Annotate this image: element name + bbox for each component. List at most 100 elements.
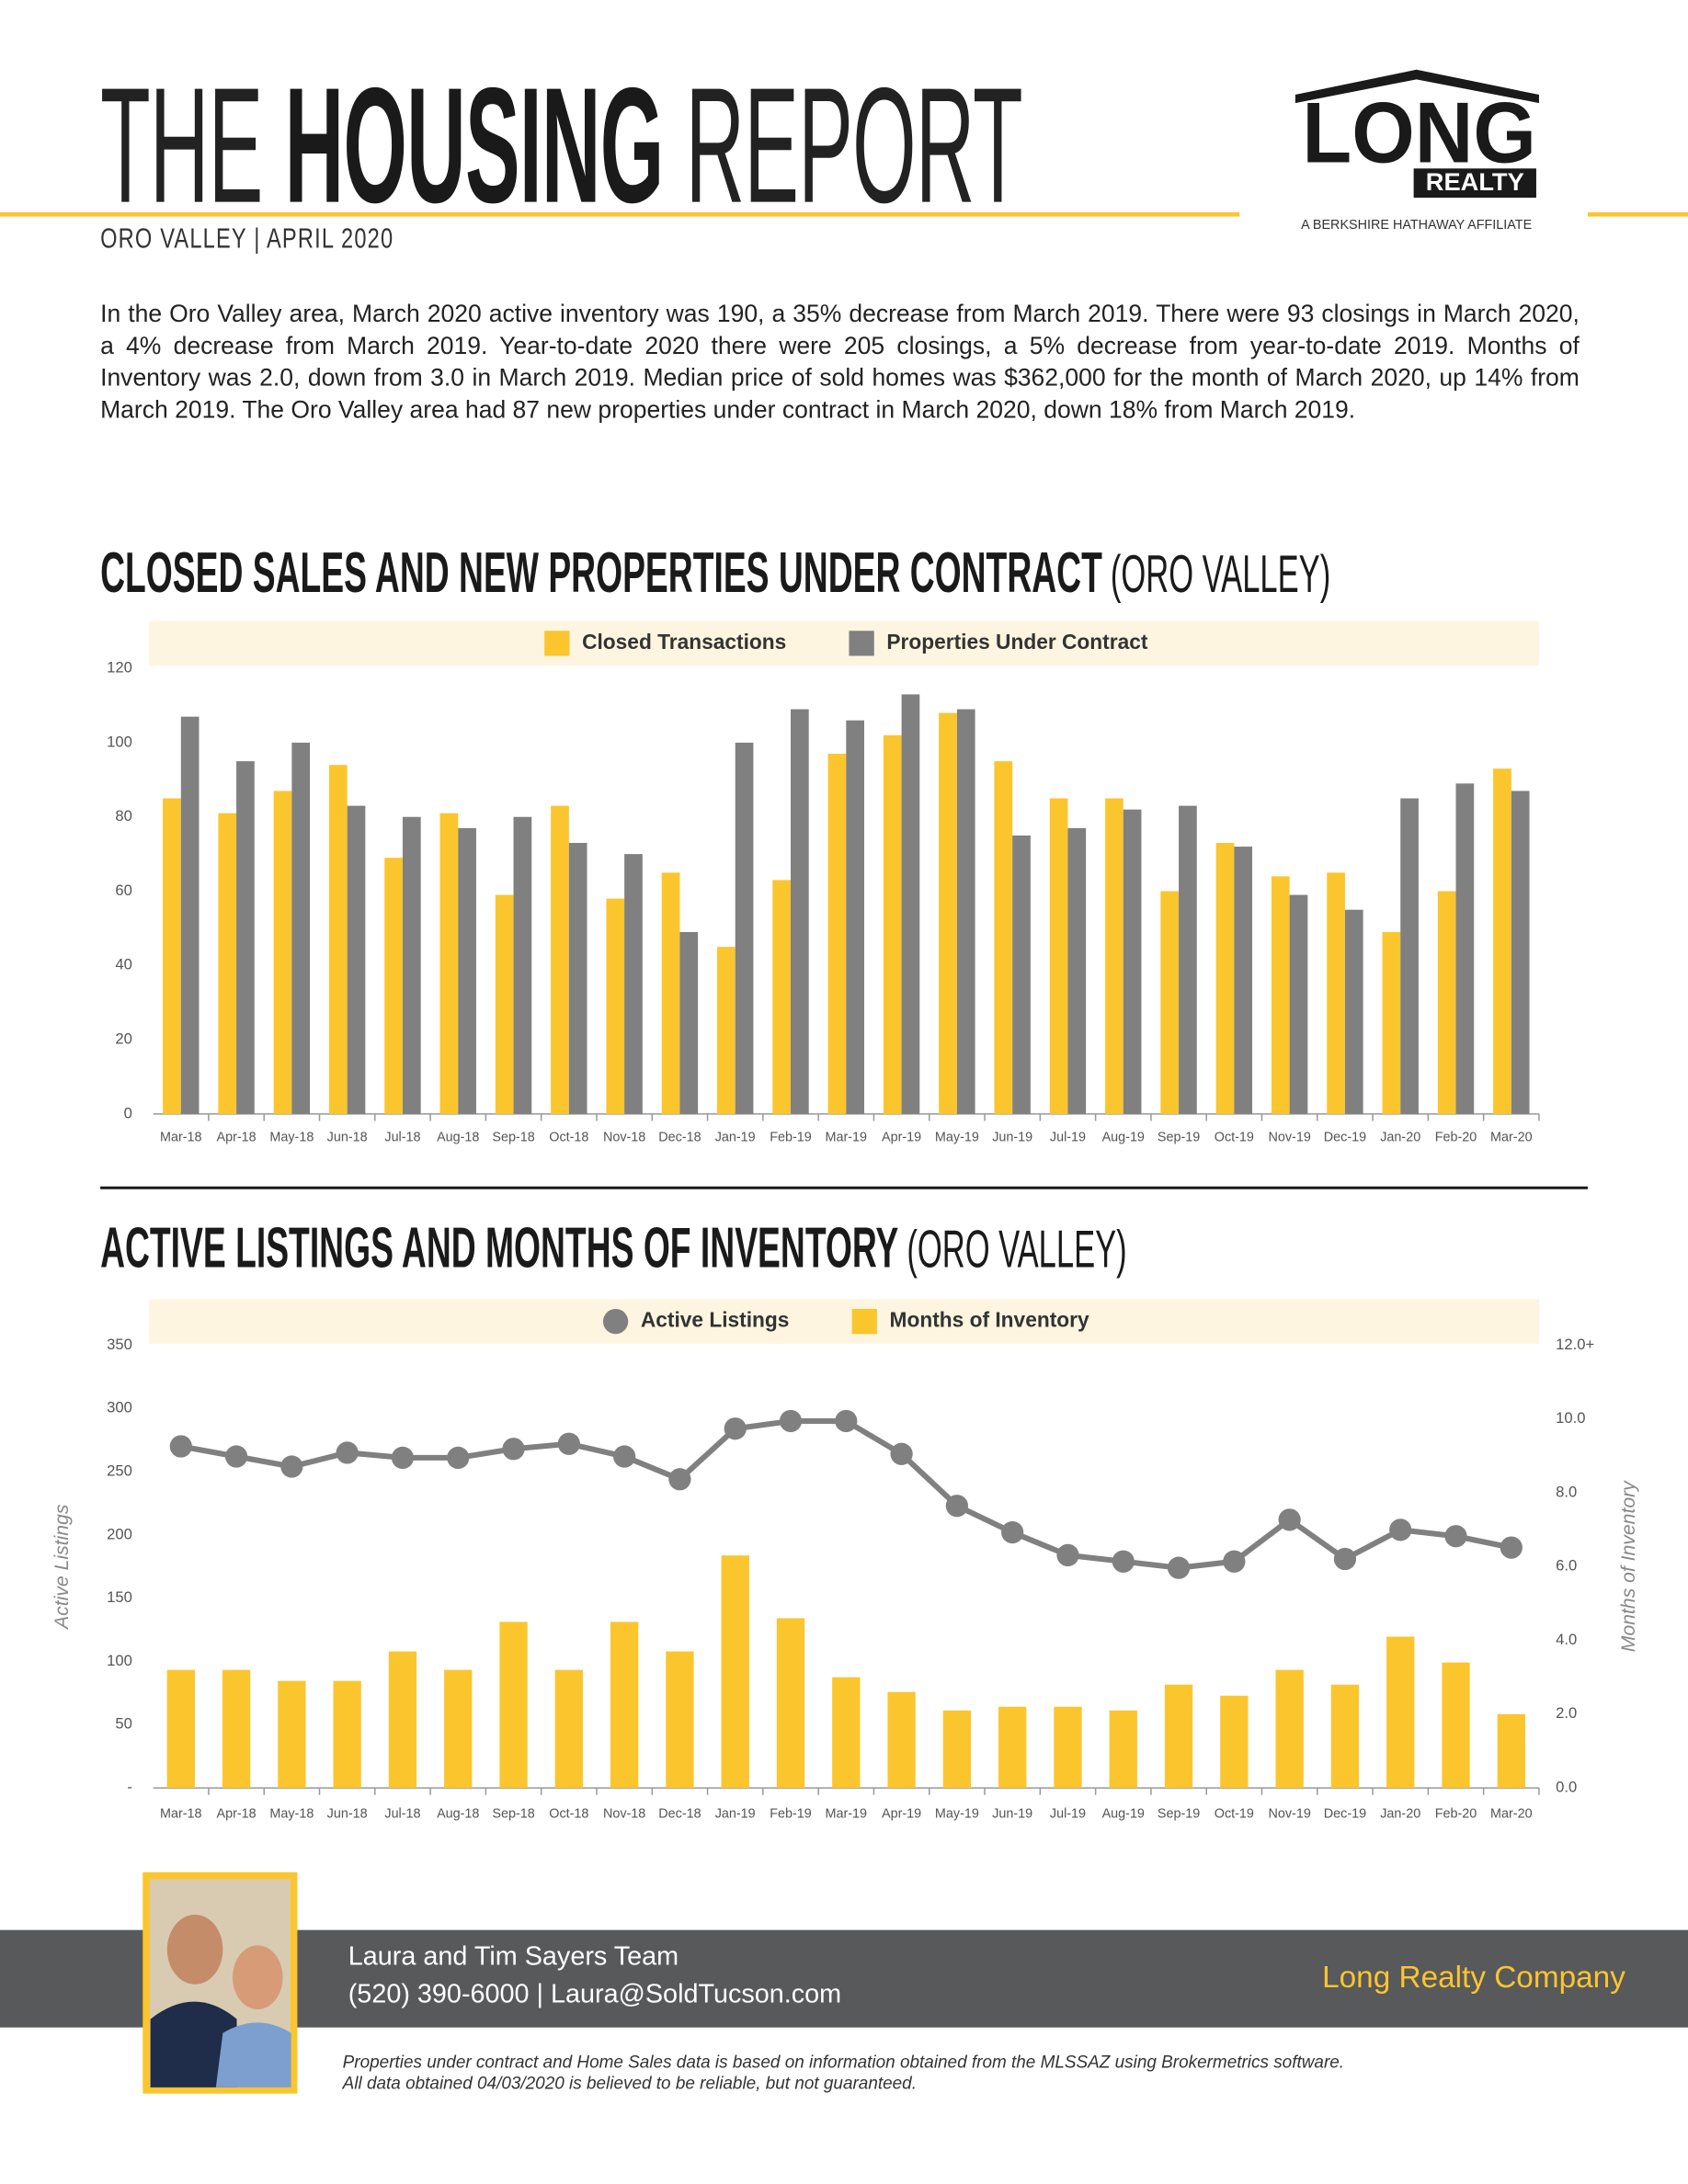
bar (1442, 1662, 1470, 1789)
y-tick-label: 20 (115, 1030, 132, 1048)
bar (735, 742, 754, 1114)
bar (218, 813, 237, 1114)
x-tick-label: Jul-19 (1050, 1130, 1086, 1144)
x-tick-label: Sep-19 (1158, 1130, 1200, 1144)
x-tick-label: Nov-19 (1268, 1130, 1310, 1144)
company: Long Realty Company (1322, 1959, 1625, 1995)
bar (1220, 1695, 1249, 1789)
chart-subtitle: (ORO VALLEY) (907, 1221, 1127, 1280)
x-tick-label: Sep-19 (1158, 1807, 1200, 1822)
bar (1164, 1684, 1193, 1789)
point (1223, 1550, 1246, 1573)
y2-tick-label: 6.0 (1556, 1557, 1577, 1575)
y2-tick-label: 8.0 (1556, 1483, 1577, 1500)
x-tick-label: Nov-18 (603, 1130, 645, 1144)
y-tick-label: 100 (107, 1652, 132, 1669)
bar (1160, 891, 1180, 1114)
x-tick-label: Sep-18 (492, 1130, 534, 1144)
bar (163, 798, 181, 1114)
photo-shirt (215, 2022, 291, 2087)
bar (1067, 827, 1087, 1114)
y-tick-label: 40 (115, 956, 132, 973)
x-tick-label: May-18 (269, 1130, 314, 1144)
point (169, 1435, 192, 1458)
bar (846, 720, 864, 1114)
x-tick-label: Jan-20 (1380, 1130, 1420, 1144)
y2-tick-label: 0.0 (1556, 1779, 1577, 1796)
bar (1271, 876, 1290, 1114)
x-tick-label: Jul-18 (384, 1807, 420, 1822)
x-tick-label: Oct-18 (549, 1130, 588, 1144)
y-tick-label: 80 (115, 807, 132, 825)
x-tick-label: Dec-18 (658, 1807, 701, 1822)
bar (956, 709, 975, 1114)
bar (333, 1680, 361, 1789)
y-axis-label: Active Listings (51, 1504, 73, 1631)
y-tick-label: 60 (115, 882, 132, 899)
bar (554, 1669, 583, 1789)
y-tick-label: 300 (107, 1399, 132, 1416)
point (280, 1455, 303, 1478)
point (613, 1445, 636, 1468)
point (336, 1441, 359, 1464)
bar (1327, 872, 1345, 1114)
bar (1382, 931, 1401, 1114)
bar (278, 1680, 306, 1789)
x-tick-label: Apr-18 (217, 1807, 257, 1822)
y2-tick-label: 2.0 (1556, 1704, 1577, 1722)
bar (273, 791, 292, 1114)
photo-face (232, 1945, 283, 2010)
bar (939, 712, 957, 1114)
y-tick-label: 100 (107, 733, 132, 750)
x-tick-label: Mar-20 (1490, 1807, 1533, 1822)
bar (661, 872, 680, 1114)
logo-sub: REALTY (1426, 167, 1524, 196)
y2-tick-label: 12.0+ (1556, 1336, 1594, 1353)
point (224, 1445, 248, 1468)
bar (606, 898, 625, 1114)
bar (1330, 1684, 1360, 1789)
x-tick-label: May-19 (935, 1807, 979, 1822)
x-tick-label: Mar-18 (160, 1807, 202, 1822)
title-word: HOUSING (284, 54, 665, 239)
point (557, 1432, 580, 1455)
bar (1344, 909, 1363, 1114)
x-tick-label: Apr-18 (217, 1130, 257, 1144)
bar (1012, 835, 1031, 1114)
y-tick-label: - (127, 1779, 132, 1796)
bar (1179, 805, 1197, 1114)
y-tick-label: 150 (107, 1588, 132, 1606)
y-tick-label: 0 (124, 1104, 132, 1121)
bar (551, 805, 569, 1114)
chart-title-text: CLOSED SALES AND NEW PROPERTIES UNDER CO… (100, 540, 1102, 605)
legend-label: Properties Under Contract (886, 630, 1147, 654)
x-tick-label: Jul-18 (384, 1130, 420, 1144)
bar (827, 754, 847, 1114)
chart-subtitle: (ORO VALLEY) (1110, 545, 1331, 605)
bar (1289, 894, 1308, 1114)
logo-name: LONG (1302, 84, 1536, 180)
x-tick-label: Nov-18 (603, 1807, 645, 1822)
legend-band (149, 620, 1539, 666)
x-tick-label: Jan-19 (715, 1130, 756, 1144)
disclaimer: Properties under contract and Home Sales… (342, 2052, 1345, 2073)
bar (883, 734, 902, 1114)
report-subtitle: ORO VALLEY | APRIL 2020 (100, 223, 394, 256)
x-tick-label: May-18 (269, 1807, 314, 1822)
legend-label: Months of Inventory (890, 1308, 1089, 1332)
point (447, 1446, 470, 1470)
bar (832, 1677, 861, 1789)
point (668, 1468, 691, 1491)
chart-title: CLOSED SALES AND NEW PROPERTIES UNDER CO… (100, 540, 1330, 606)
bar (180, 716, 200, 1114)
bar (402, 816, 421, 1114)
x-tick-label: Feb-20 (1435, 1130, 1477, 1144)
point (1112, 1550, 1135, 1573)
point (779, 1409, 803, 1433)
x-tick-label: Sep-18 (492, 1807, 534, 1822)
line (180, 1417, 1512, 1571)
x-tick-label: Apr-19 (882, 1130, 921, 1144)
legend-band (149, 1299, 1539, 1344)
